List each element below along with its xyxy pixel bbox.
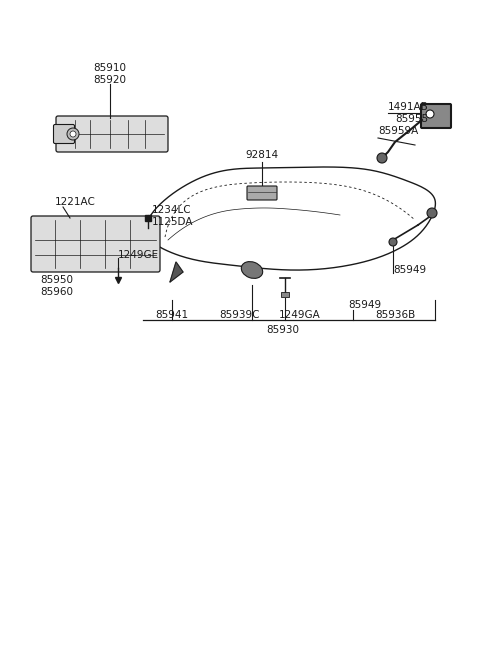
Text: 85910: 85910 (94, 63, 127, 73)
Bar (281, 292, 289, 297)
FancyBboxPatch shape (421, 104, 451, 128)
Circle shape (67, 128, 79, 140)
Text: 1249GA: 1249GA (279, 310, 321, 320)
Text: 85955: 85955 (395, 114, 428, 124)
Text: 85941: 85941 (156, 310, 189, 320)
Circle shape (70, 131, 76, 137)
Text: 1249GE: 1249GE (118, 250, 159, 260)
Text: 85950: 85950 (40, 275, 73, 285)
FancyBboxPatch shape (247, 186, 277, 200)
FancyBboxPatch shape (53, 124, 74, 143)
Text: 1234LC: 1234LC (152, 205, 192, 215)
Text: 85939C: 85939C (220, 310, 260, 320)
Ellipse shape (241, 261, 263, 279)
Circle shape (427, 208, 437, 218)
Circle shape (377, 153, 387, 163)
Circle shape (426, 110, 434, 118)
Polygon shape (170, 262, 183, 282)
Text: 85949: 85949 (393, 265, 426, 275)
Text: 92814: 92814 (245, 150, 278, 160)
Text: 1221AC: 1221AC (55, 197, 96, 207)
Circle shape (389, 238, 397, 246)
FancyBboxPatch shape (56, 116, 168, 152)
Text: 1491AB: 1491AB (388, 102, 429, 112)
Text: 85949: 85949 (348, 300, 381, 310)
Text: 85930: 85930 (266, 325, 300, 335)
Text: 85960: 85960 (40, 287, 73, 297)
FancyBboxPatch shape (31, 216, 160, 272)
Text: 1125DA: 1125DA (152, 217, 193, 227)
Text: 85959A: 85959A (378, 126, 418, 136)
Text: 85936B: 85936B (375, 310, 415, 320)
Text: 85920: 85920 (94, 75, 127, 85)
